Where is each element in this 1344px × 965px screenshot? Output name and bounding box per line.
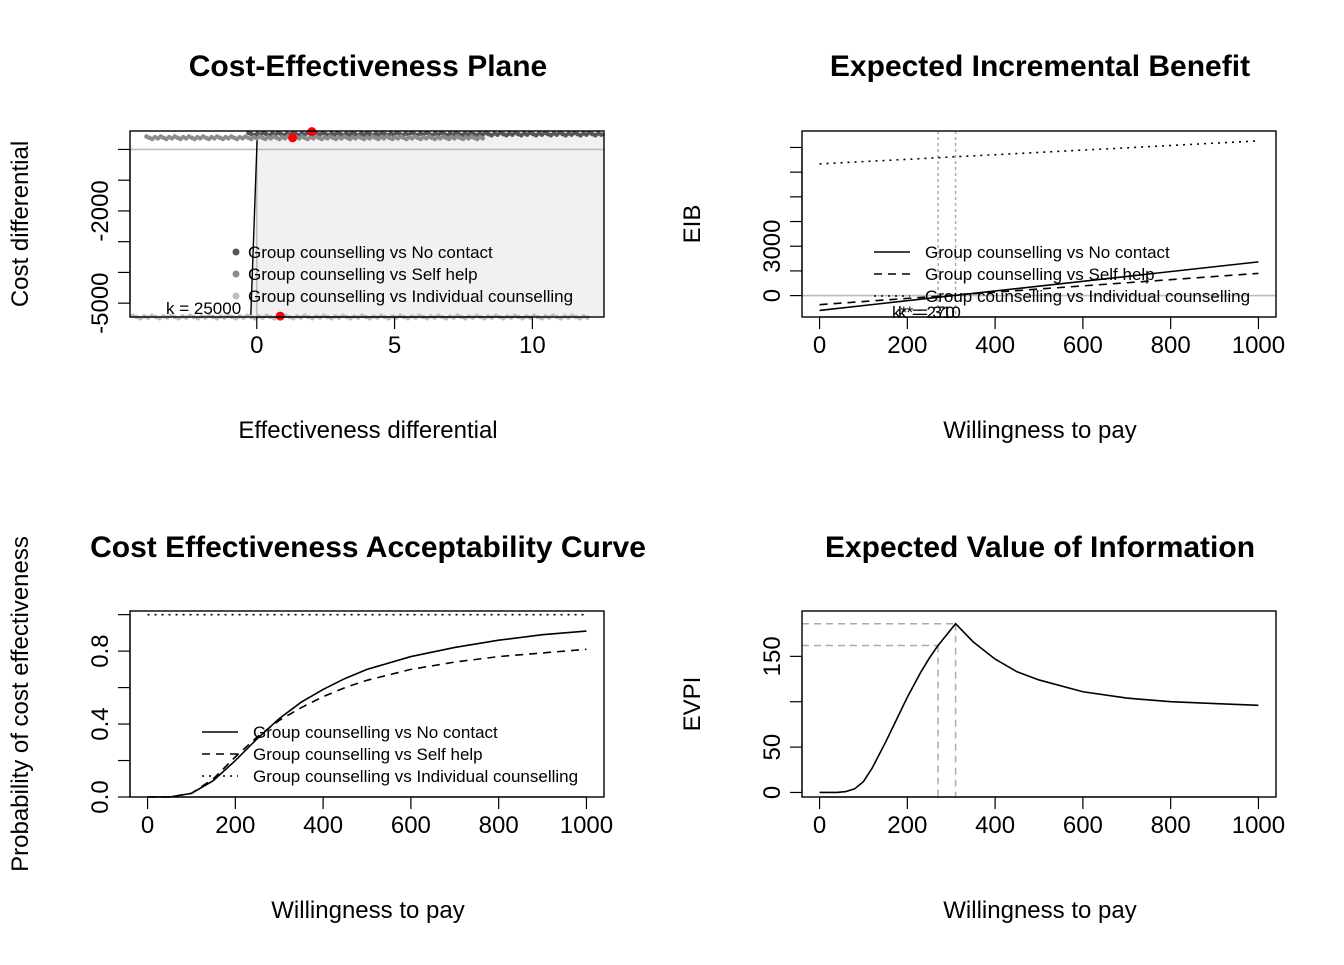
ce-plane-legend-entry: Group counselling vs Individual counsell… <box>248 287 573 306</box>
ce-plane-ylabel: Cost differential <box>7 141 34 307</box>
ceac-legend-entry: Group counselling vs Individual counsell… <box>253 767 578 786</box>
eib-series-line <box>819 140 1259 165</box>
eib-legend-entry: Group counselling vs Self help <box>925 265 1155 284</box>
ce-plane-acceptability-region <box>250 131 604 317</box>
ce-plane-x-tick-label: 5 <box>388 332 401 359</box>
ceac-x-tick-label: 200 <box>215 812 255 839</box>
eib-x-tick-label: 200 <box>887 332 927 359</box>
eib-title: Expected Incremental Benefit <box>830 50 1250 83</box>
eib-legend-entry: Group counselling vs Individual counsell… <box>925 287 1250 306</box>
ce-plane-xlabel: Effectiveness differential <box>238 417 497 444</box>
ce-plane-legend-entry: Group counselling vs Self help <box>248 265 478 284</box>
ce-plane-y-tick-label: -2000 <box>87 180 114 241</box>
eib-legend-entry: Group counselling vs No contact <box>925 243 1170 262</box>
evpi-panel: Expected Value of Information Willingnes… <box>679 531 1285 924</box>
ce-plane-x-tick-label: 10 <box>519 332 546 359</box>
eib-series-line <box>819 261 1259 312</box>
ce-plane-panel: Cost-Effectiveness Plane Effectiveness d… <box>7 50 605 444</box>
ce-plane-wtp-line <box>250 130 259 318</box>
evpi-y-tick-label: 0 <box>759 786 786 799</box>
evpi-frame <box>801 610 1277 798</box>
evpi-x-tick-label: 600 <box>1063 812 1103 839</box>
ceac-xlabel: Willingness to pay <box>271 897 464 924</box>
eib-x-tick-label: 600 <box>1063 332 1103 359</box>
evpi-xlabel: Willingness to pay <box>943 897 1136 924</box>
ce-plane-wtp-annotation: k = 25000 <box>166 299 241 318</box>
ce-plane-title: Cost-Effectiveness Plane <box>189 50 547 83</box>
ceac-ylabel: Probability of cost effectiveness <box>7 536 34 872</box>
eib-panel: Expected Incremental Benefit Willingness… <box>679 50 1285 444</box>
evpi-title: Expected Value of Information <box>825 531 1255 564</box>
eib-x-tick-label: 1000 <box>1232 332 1285 359</box>
ce-plane-frame <box>129 130 605 318</box>
ceac-y-tick-label: 0.0 <box>87 780 114 813</box>
ceac-x-tick-label: 800 <box>479 812 519 839</box>
ce-plane-y-tick-label: -5000 <box>87 272 114 333</box>
ce-plane-simulation-point <box>598 132 604 137</box>
ce-plane-mean-point <box>275 311 285 321</box>
evpi-series-line <box>819 622 1259 794</box>
ceac-title: Cost Effectiveness Acceptability Curve <box>90 531 646 564</box>
ceac-series-line <box>147 648 587 798</box>
evpi-x-tick-label: 400 <box>975 812 1015 839</box>
ce-plane-x-tick-label: 0 <box>250 332 263 359</box>
ce-plane-simulation-point <box>480 136 486 141</box>
eib-x-tick-label: 400 <box>975 332 1015 359</box>
evpi-x-tick-label: 200 <box>887 812 927 839</box>
evpi-y-tick-label: 50 <box>759 734 786 761</box>
eib-series-line <box>819 272 1259 306</box>
eib-x-tick-label: 0 <box>813 332 826 359</box>
ceac-x-tick-label: 0 <box>141 812 154 839</box>
evpi-x-tick-label: 1000 <box>1232 812 1285 839</box>
ce-plane-mean-point <box>288 133 298 143</box>
ceac-legend-entry: Group counselling vs Self help <box>253 745 483 764</box>
ceac-y-tick-label: 0.4 <box>87 707 114 740</box>
evpi-x-tick-label: 800 <box>1151 812 1191 839</box>
ceac-frame <box>129 610 605 798</box>
eib-y-tick-label: 0 <box>759 289 786 302</box>
evpi-x-tick-label: 0 <box>813 812 826 839</box>
eib-ylabel: EIB <box>679 205 706 244</box>
ceac-y-tick-label: 0.8 <box>87 634 114 667</box>
eib-y-tick-label: 3000 <box>759 220 786 273</box>
evpi-y-tick-label: 150 <box>759 636 786 676</box>
eib-frame <box>801 130 1277 318</box>
evpi-ylabel: EVPI <box>679 677 706 732</box>
ce-plane-legend-entry: Group counselling vs No contact <box>248 243 493 262</box>
ceac-x-tick-label: 1000 <box>560 812 613 839</box>
ce-plane-legend-marker <box>232 292 240 300</box>
ceac-x-tick-label: 600 <box>391 812 431 839</box>
ce-plane-legend-marker <box>232 270 240 278</box>
eib-x-tick-label: 800 <box>1151 332 1191 359</box>
ceac-legend-entry: Group counselling vs No contact <box>253 723 498 742</box>
ceac-x-tick-label: 400 <box>303 812 343 839</box>
ce-plane-legend-marker <box>232 248 240 256</box>
eib-xlabel: Willingness to pay <box>943 417 1136 444</box>
ceac-panel: Cost Effectiveness Acceptability Curve W… <box>7 531 646 924</box>
